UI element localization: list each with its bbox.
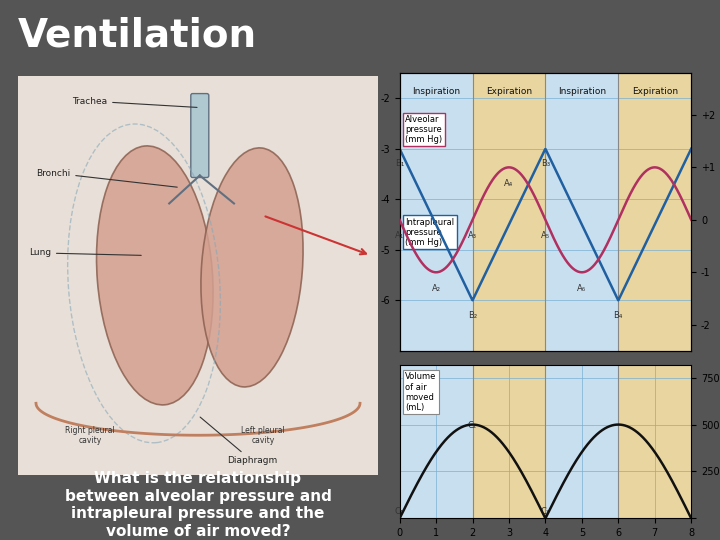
Text: Inspiration: Inspiration <box>412 87 460 96</box>
Text: Intrapleural
pressure
(mm Hg): Intrapleural pressure (mm Hg) <box>405 218 454 247</box>
Text: Diaphragm: Diaphragm <box>200 417 277 465</box>
Text: Alveolar
pressure
(mm Hg): Alveolar pressure (mm Hg) <box>405 114 443 144</box>
Text: B₁: B₁ <box>395 159 404 168</box>
Text: A₃: A₃ <box>468 231 477 240</box>
Text: Lung: Lung <box>29 248 141 258</box>
Text: B₂: B₂ <box>468 310 477 320</box>
Text: C₁: C₁ <box>395 507 404 516</box>
Text: B₃: B₃ <box>541 159 550 168</box>
Text: Left pleural
cavity: Left pleural cavity <box>241 426 284 445</box>
Text: Ventilation: Ventilation <box>18 17 257 55</box>
Text: C₃: C₃ <box>541 507 550 516</box>
Text: Inspiration: Inspiration <box>558 87 606 96</box>
Bar <box>472 73 546 351</box>
Bar <box>472 364 546 518</box>
Text: Bronchi: Bronchi <box>36 168 177 187</box>
Ellipse shape <box>96 146 213 405</box>
Text: Expiration: Expiration <box>486 87 532 96</box>
Text: Right pleural
cavity: Right pleural cavity <box>65 426 115 445</box>
Text: A₄: A₄ <box>504 179 513 188</box>
Text: A₂: A₂ <box>431 284 441 293</box>
Text: A₁: A₁ <box>395 231 404 240</box>
Text: C₂: C₂ <box>468 421 477 430</box>
Text: Expiration: Expiration <box>631 87 678 96</box>
Text: B₄: B₄ <box>613 310 623 320</box>
Text: A₆: A₆ <box>577 284 586 293</box>
Text: What is the relationship
between alveolar pressure and
intrapleural pressure and: What is the relationship between alveola… <box>65 471 331 538</box>
Text: A₅: A₅ <box>541 231 550 240</box>
Text: Volume
of air
moved
(mL): Volume of air moved (mL) <box>405 372 437 413</box>
Bar <box>618 364 691 518</box>
Text: Trachea: Trachea <box>72 97 197 107</box>
FancyBboxPatch shape <box>191 93 209 178</box>
Ellipse shape <box>201 148 303 387</box>
Bar <box>618 73 691 351</box>
